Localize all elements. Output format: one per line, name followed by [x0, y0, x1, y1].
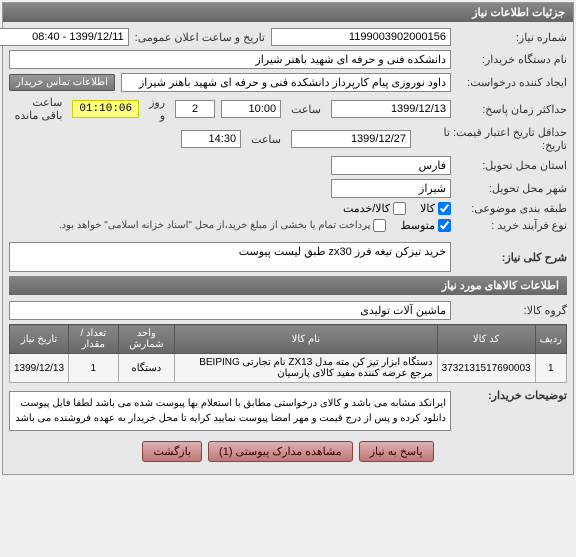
label-remaining: ساعت باقی مانده: [9, 96, 66, 122]
cell-name: دستگاه ابزار تیز کن مته مدل ZX13 نام تجا…: [175, 354, 438, 383]
field-deadline-days: 2: [175, 100, 215, 118]
buyer-notes-text: ایرانکد مشابه می باشد و کالای درخواستی م…: [9, 391, 451, 431]
label-process: نوع فرآیند خرید :: [457, 219, 567, 232]
label-deadline-time: ساعت: [287, 103, 325, 116]
label-buyer-notes: توضیحات خریدار:: [457, 389, 567, 402]
attachments-button[interactable]: مشاهده مدارک پیوستی (1): [208, 441, 353, 462]
back-button[interactable]: بازگشت: [142, 441, 202, 462]
label-subject: شرح کلی نیاز:: [457, 251, 567, 264]
label-buyer: نام دستگاه خریدار:: [457, 53, 567, 66]
row-budget: طبقه بندی موضوعی: کالا کالا/خدمت: [9, 202, 567, 215]
th-name: نام کالا: [175, 325, 438, 354]
row-buyer: نام دستگاه خریدار: دانشکده فنی و حرفه ای…: [9, 50, 567, 69]
items-table-header-row: ردیف کد کالا نام کالا واحد شمارش تعداد /…: [10, 325, 567, 354]
th-unit: واحد شمارش: [118, 325, 174, 354]
need-details-panel: جزئیات اطلاعات نیاز شماره نیاز: 11990039…: [2, 2, 574, 475]
label-validity: حداقل تاریخ اعتبار قیمت: تا تاریخ:: [417, 126, 567, 152]
field-validity-time: 14:30: [181, 130, 241, 148]
cell-qty: 1: [69, 354, 119, 383]
row-group: گروه کالا: ماشین آلات تولیدی: [9, 301, 567, 320]
field-province: فارس: [331, 156, 451, 175]
checkbox-khadamat[interactable]: کالا/خدمت: [343, 202, 406, 215]
items-section-header: اطلاعات کالاهای مورد نیاز: [9, 276, 567, 295]
footer-buttons: پاسخ به نیاز مشاهده مدارک پیوستی (1) باز…: [9, 435, 567, 468]
checkbox-treasury[interactable]: پرداخت تمام یا بخشی از مبلغ خرید،از محل …: [59, 219, 387, 232]
field-announce: 1399/12/11 - 08:40: [0, 28, 129, 46]
table-row: 1 3732131517690003 دستگاه ابزار تیز کن م…: [10, 354, 567, 383]
label-days: روز و: [145, 96, 169, 122]
field-validity-date: 1399/12/27: [291, 130, 411, 148]
th-qty: تعداد / مقدار: [69, 325, 119, 354]
field-city: شیراز: [331, 179, 451, 198]
answer-button[interactable]: پاسخ به نیاز: [359, 441, 434, 462]
checkbox-kala-label: کالا: [420, 202, 435, 215]
label-budget: طبقه بندی موضوعی:: [457, 202, 567, 215]
checkbox-mid[interactable]: متوسط: [400, 219, 451, 232]
cell-index: 1: [535, 354, 566, 383]
field-deadline-date: 1399/12/13: [331, 100, 451, 118]
row-city: شهر محل تحویل: شیراز: [9, 179, 567, 198]
items-table-body: 1 3732131517690003 دستگاه ابزار تیز کن م…: [10, 354, 567, 383]
th-date: تاریخ نیاز: [10, 325, 69, 354]
row-need-no: شماره نیاز: 1199003902000156 تاریخ و ساع…: [9, 28, 567, 46]
panel-title: جزئیات اطلاعات نیاز: [3, 3, 573, 22]
items-table: ردیف کد کالا نام کالا واحد شمارش تعداد /…: [9, 324, 567, 383]
row-validity: حداقل تاریخ اعتبار قیمت: تا تاریخ: 1399/…: [9, 126, 567, 152]
row-creator: ایجاد کننده درخواست: داود نوروزی پیام کا…: [9, 73, 567, 92]
th-code: کد کالا: [437, 325, 535, 354]
label-province: استان محل تحویل:: [457, 159, 567, 172]
label-city: شهر محل تحویل:: [457, 182, 567, 195]
field-buyer: دانشکده فنی و حرفه ای شهید باهنر شیراز: [9, 50, 451, 69]
row-subject: شرح کلی نیاز: خرید تیزکن تیغه فرز zx30 ط…: [9, 242, 567, 272]
budget-options: کالا کالا/خدمت: [9, 202, 451, 215]
countdown-timer: 01:10:06: [72, 100, 139, 118]
contact-buyer-button[interactable]: اطلاعات تماس خریدار: [9, 74, 115, 91]
cell-date: 1399/12/13: [10, 354, 69, 383]
field-need-no: 1199003902000156: [271, 28, 451, 46]
field-creator: داود نوروزی پیام کارپرداز دانشکده فنی و …: [121, 73, 451, 92]
row-process: نوع فرآیند خرید : متوسط پرداخت تمام یا ب…: [9, 219, 567, 232]
checkbox-kala[interactable]: کالا: [420, 202, 451, 215]
label-announce: تاریخ و ساعت اعلان عمومی:: [135, 31, 265, 44]
process-options: متوسط پرداخت تمام یا بخشی از مبلغ خرید،ا…: [9, 219, 451, 232]
row-buyer-notes: توضیحات خریدار: ایرانکد مشابه می باشد و …: [9, 389, 567, 431]
field-group: ماشین آلات تولیدی: [9, 301, 451, 320]
checkbox-mid-label: متوسط: [400, 219, 435, 232]
row-deadline: حداکثر زمان پاسخ: 1399/12/13 ساعت 10:00 …: [9, 96, 567, 122]
cell-code: 3732131517690003: [437, 354, 535, 383]
label-creator: ایجاد کننده درخواست:: [457, 76, 567, 89]
field-deadline-time: 10:00: [221, 100, 281, 118]
checkbox-treasury-input[interactable]: [373, 219, 386, 232]
panel-body: شماره نیاز: 1199003902000156 تاریخ و ساع…: [3, 22, 573, 474]
cell-unit: دستگاه: [118, 354, 174, 383]
checkbox-mid-input[interactable]: [438, 219, 451, 232]
items-table-head: ردیف کد کالا نام کالا واحد شمارش تعداد /…: [10, 325, 567, 354]
th-index: ردیف: [535, 325, 566, 354]
checkbox-khadamat-input[interactable]: [393, 202, 406, 215]
label-deadline: حداکثر زمان پاسخ:: [457, 103, 567, 116]
label-group: گروه کالا:: [457, 304, 567, 317]
row-province: استان محل تحویل: فارس: [9, 156, 567, 175]
checkbox-kala-input[interactable]: [438, 202, 451, 215]
checkbox-khadamat-label: کالا/خدمت: [343, 202, 390, 215]
label-need-no: شماره نیاز:: [457, 31, 567, 44]
process-note: پرداخت تمام یا بخشی از مبلغ خرید،از محل …: [59, 220, 371, 231]
field-subject: خرید تیزکن تیغه فرز zx30 طبق لیست پیوست: [9, 242, 451, 272]
label-validity-time: ساعت: [247, 133, 285, 146]
